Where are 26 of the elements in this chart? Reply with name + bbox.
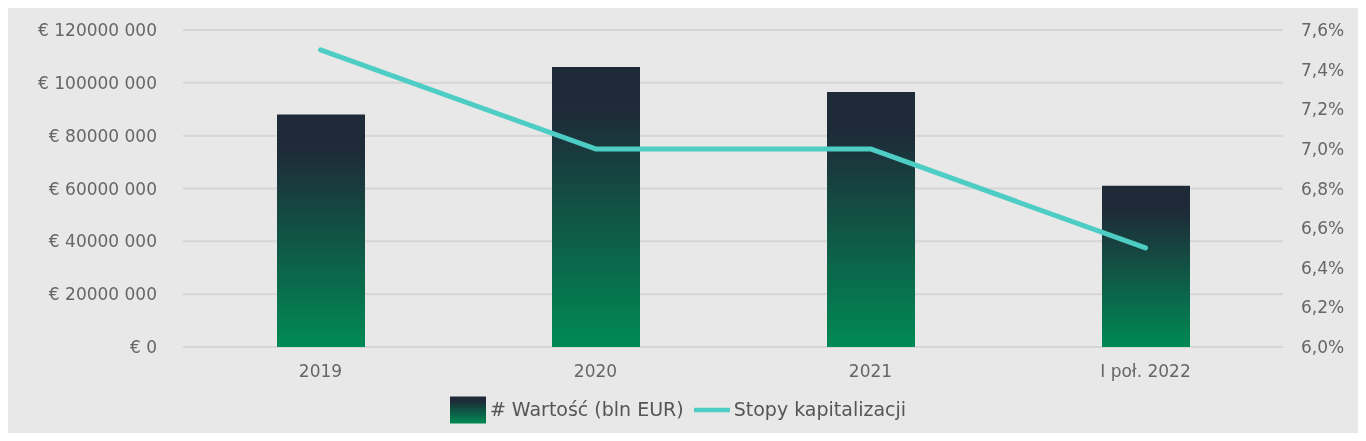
bar bbox=[1102, 185, 1190, 347]
y2-tick-label: 7,4% bbox=[1301, 59, 1345, 80]
x-tick-label: I poł. 2022 bbox=[1100, 361, 1191, 382]
y-tick-label: € 60000 000 bbox=[48, 178, 157, 199]
y-tick-label: € 120000 000 bbox=[38, 20, 157, 41]
y-tick-label: € 80000 000 bbox=[48, 125, 157, 146]
y2-tick-label: 7,2% bbox=[1301, 99, 1345, 120]
y2-tick-label: 6,0% bbox=[1301, 337, 1345, 358]
bar bbox=[827, 92, 915, 347]
x-tick-label: 2020 bbox=[573, 361, 618, 382]
y2-tick-label: 6,8% bbox=[1301, 178, 1345, 199]
bar bbox=[552, 66, 640, 347]
y-tick-label: € 20000 000 bbox=[48, 284, 157, 305]
y-tick-label: € 40000 000 bbox=[48, 231, 157, 252]
y2-tick-label: 6,4% bbox=[1301, 257, 1345, 278]
y2-tick-label: 6,2% bbox=[1301, 297, 1345, 318]
y-tick-label: € 0 bbox=[129, 337, 157, 358]
x-tick-label: 2019 bbox=[298, 361, 343, 382]
y2-tick-label: 7,6% bbox=[1301, 20, 1345, 41]
legend-label: # Wartość (bln EUR) bbox=[489, 397, 684, 420]
y2-tick-label: 6,6% bbox=[1301, 218, 1345, 239]
legend-label: Stopy kapitalizacji bbox=[733, 397, 907, 420]
y-tick-label: € 100000 000 bbox=[38, 72, 157, 93]
y2-tick-label: 7,0% bbox=[1301, 138, 1345, 159]
bar bbox=[277, 114, 365, 347]
x-tick-label: 2021 bbox=[848, 361, 893, 382]
